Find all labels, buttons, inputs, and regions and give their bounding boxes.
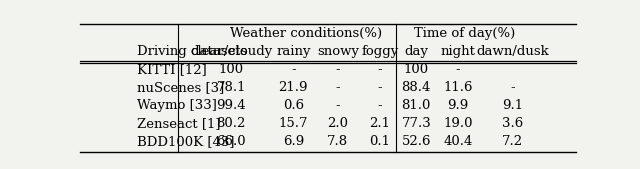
Text: 2.1: 2.1	[369, 117, 390, 130]
Text: 88.4: 88.4	[402, 81, 431, 94]
Text: 52.6: 52.6	[401, 135, 431, 148]
Text: 66.0: 66.0	[216, 135, 246, 148]
Text: snowy: snowy	[317, 45, 359, 58]
Text: 6.9: 6.9	[283, 135, 304, 148]
Text: clear/cloudy: clear/cloudy	[190, 45, 273, 58]
Text: 21.9: 21.9	[278, 81, 308, 94]
Text: BDD100K [43]: BDD100K [43]	[137, 135, 234, 148]
Text: 100: 100	[219, 64, 244, 77]
Text: dawn/dusk: dawn/dusk	[476, 45, 549, 58]
Text: -: -	[378, 99, 382, 112]
Text: nuScenes [3]: nuScenes [3]	[137, 81, 224, 94]
Text: -: -	[378, 81, 382, 94]
Text: 77.3: 77.3	[401, 117, 431, 130]
Text: 0.6: 0.6	[283, 99, 304, 112]
Text: foggy: foggy	[362, 45, 399, 58]
Text: Driving datasets: Driving datasets	[137, 45, 247, 58]
Text: 2.0: 2.0	[328, 117, 348, 130]
Text: 7.8: 7.8	[327, 135, 349, 148]
Text: 9.9: 9.9	[447, 99, 468, 112]
Text: 15.7: 15.7	[278, 117, 308, 130]
Text: 40.4: 40.4	[444, 135, 472, 148]
Text: 80.2: 80.2	[216, 117, 246, 130]
Text: 19.0: 19.0	[444, 117, 473, 130]
Text: -: -	[510, 81, 515, 94]
Text: rainy: rainy	[276, 45, 310, 58]
Text: Zenseact [1]: Zenseact [1]	[137, 117, 221, 130]
Text: -: -	[335, 64, 340, 77]
Text: -: -	[335, 81, 340, 94]
Text: -: -	[456, 64, 460, 77]
Text: 0.1: 0.1	[369, 135, 390, 148]
Text: 78.1: 78.1	[216, 81, 246, 94]
Text: 100: 100	[404, 64, 429, 77]
Text: night: night	[440, 45, 476, 58]
Text: 9.1: 9.1	[502, 99, 523, 112]
Text: Time of day(%): Time of day(%)	[414, 27, 515, 40]
Text: Weather conditions(%): Weather conditions(%)	[230, 27, 381, 40]
Text: day: day	[404, 45, 428, 58]
Text: 11.6: 11.6	[444, 81, 473, 94]
Text: -: -	[291, 64, 296, 77]
Text: -: -	[335, 99, 340, 112]
Text: 7.2: 7.2	[502, 135, 523, 148]
Text: KITTI [12]: KITTI [12]	[137, 64, 207, 77]
Text: -: -	[378, 64, 382, 77]
Text: Waymo [33]: Waymo [33]	[137, 99, 217, 112]
Text: 81.0: 81.0	[402, 99, 431, 112]
Text: 99.4: 99.4	[216, 99, 246, 112]
Text: 3.6: 3.6	[502, 117, 523, 130]
